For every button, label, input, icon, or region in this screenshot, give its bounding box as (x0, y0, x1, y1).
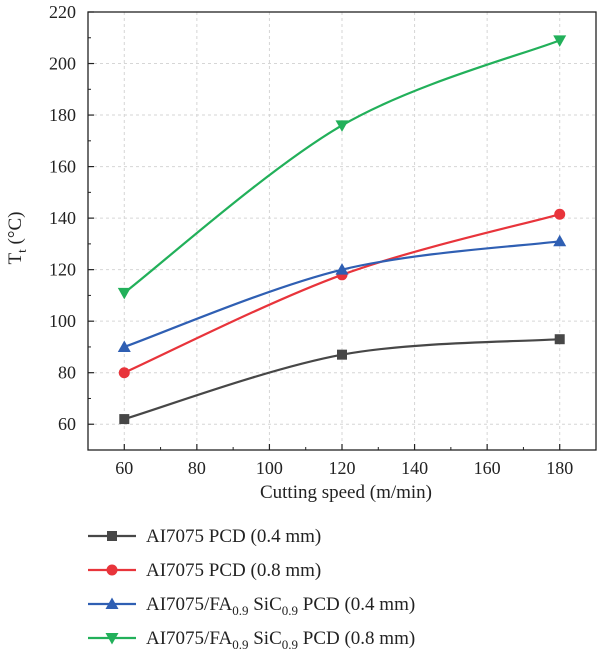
series-2 (118, 208, 566, 379)
y-tick-label: 140 (49, 208, 76, 228)
legend-marker (105, 633, 119, 645)
series-3 (117, 234, 567, 352)
y-tick-label: 200 (49, 54, 76, 74)
line-chart: 60 80 100 120 140 160 180 200 220 60 80 100 120 140 16… (5, 2, 597, 503)
axes: 60 80 100 120 140 160 180 200 220 60 80 100 120 140 16… (49, 2, 597, 478)
x-tick-label: 60 (115, 458, 133, 478)
y-tick-label: 80 (58, 363, 76, 383)
y-axis-title: Tt (°C) (5, 212, 29, 265)
y-tick-label: 120 (49, 260, 76, 280)
data-point (335, 263, 349, 275)
y-tick-label: 100 (49, 311, 76, 331)
x-tick-label: 140 (401, 458, 428, 478)
legend-swatch (88, 633, 136, 645)
series-4 (117, 35, 567, 300)
x-tick-label: 120 (329, 458, 356, 478)
legend-marker (106, 564, 118, 576)
y-tick-label: 180 (49, 105, 76, 125)
x-tick-label: 160 (474, 458, 501, 478)
legend-marker (107, 531, 117, 541)
x-axis-title: Cutting speed (m/min) (260, 482, 432, 503)
data-point (553, 234, 567, 247)
legend-marker (105, 597, 119, 609)
legend-label: AI7075 PCD (0.4 mm) (146, 526, 322, 547)
data-point (117, 340, 131, 352)
x-tick-label: 180 (546, 458, 573, 478)
series-1 (119, 334, 565, 425)
y-tick-label: 60 (58, 414, 76, 434)
y-tick-label: 160 (49, 157, 76, 177)
data-point (337, 349, 347, 360)
data-point (117, 287, 131, 300)
data-point (119, 414, 130, 425)
data-point (118, 367, 130, 379)
legend-label: AI7075/FA0.9 SiC0.9 PCD (0.4 mm) (146, 594, 416, 618)
data-point (553, 35, 567, 47)
grid-lines (88, 12, 596, 450)
data-point (554, 334, 565, 345)
y-tick-label: 220 (49, 2, 76, 22)
x-tick-label: 100 (256, 458, 283, 478)
x-tick-label: 80 (188, 458, 206, 478)
series-group (117, 35, 567, 425)
legend-swatch (88, 597, 136, 609)
legend-label: AI7075/FA0.9 SiC0.9 PCD (0.8 mm) (146, 628, 416, 652)
legend-swatch (88, 531, 136, 541)
data-point (335, 120, 349, 132)
legend-swatch (88, 564, 136, 576)
data-point (554, 208, 566, 220)
legend-label: AI7075 PCD (0.8 mm) (146, 560, 322, 581)
